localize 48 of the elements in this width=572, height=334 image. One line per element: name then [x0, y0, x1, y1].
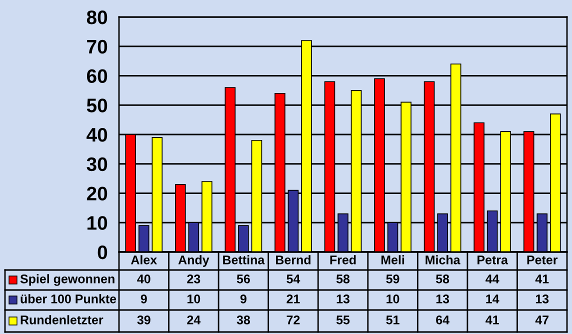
data-label: 13	[536, 294, 549, 304]
data-label: 54	[286, 274, 300, 284]
data-label: 72	[286, 316, 300, 324]
x-tick-label: Bernd	[276, 255, 310, 264]
data-label: 21	[286, 294, 300, 304]
data-label: 51	[386, 316, 400, 324]
data-label: 56	[236, 274, 250, 284]
data-label: 10	[188, 294, 200, 304]
data-label: 64	[436, 316, 450, 324]
data-label: 13	[336, 294, 350, 304]
data-label: 47	[535, 316, 549, 324]
x-tick-label: Meli	[381, 255, 404, 264]
data-label: 55	[336, 316, 350, 324]
x-tick-label: Andy	[178, 255, 210, 267]
data-label: 9	[240, 294, 246, 304]
data-label: 41	[486, 316, 499, 324]
data-label: 23	[187, 274, 200, 284]
x-tick-label: Alex	[131, 255, 157, 264]
y-tick-label: 10	[87, 216, 108, 230]
data-label: 41	[535, 274, 549, 284]
y-tick-label: 0	[98, 245, 108, 260]
data-label: 40	[137, 274, 150, 284]
y-tick-label: 40	[86, 128, 108, 142]
data-label: 24	[187, 316, 201, 324]
x-tick-label: Micha	[426, 255, 460, 264]
x-tick-label: Peter	[527, 256, 558, 264]
data-label: 9	[140, 294, 147, 304]
legend-label: über 100 Punkte	[20, 294, 116, 304]
data-label: 14	[486, 294, 500, 304]
y-tick-label: 60	[86, 69, 108, 83]
y-tick-label: 80	[86, 10, 108, 24]
y-tick-label: 70	[87, 40, 108, 54]
data-label: 38	[236, 316, 250, 324]
y-tick-label: 20	[86, 186, 108, 200]
x-tick-label: Petra	[478, 256, 508, 264]
data-label: 44	[486, 274, 500, 284]
data-label: 39	[137, 316, 150, 324]
legend-label: Rundenletzter	[20, 315, 104, 324]
x-tick-label: Fred	[330, 255, 356, 264]
data-label: 13	[436, 294, 450, 304]
data-label: 58	[436, 274, 450, 284]
data-label: 59	[386, 274, 400, 284]
legend-label: Spiel gewonnen	[20, 274, 114, 286]
data-label: 10	[386, 294, 400, 304]
data-label: 58	[336, 274, 350, 284]
x-tick-label: Bettina	[223, 255, 265, 264]
y-tick-label: 30	[86, 157, 108, 172]
y-tick-label: 50	[86, 98, 108, 112]
